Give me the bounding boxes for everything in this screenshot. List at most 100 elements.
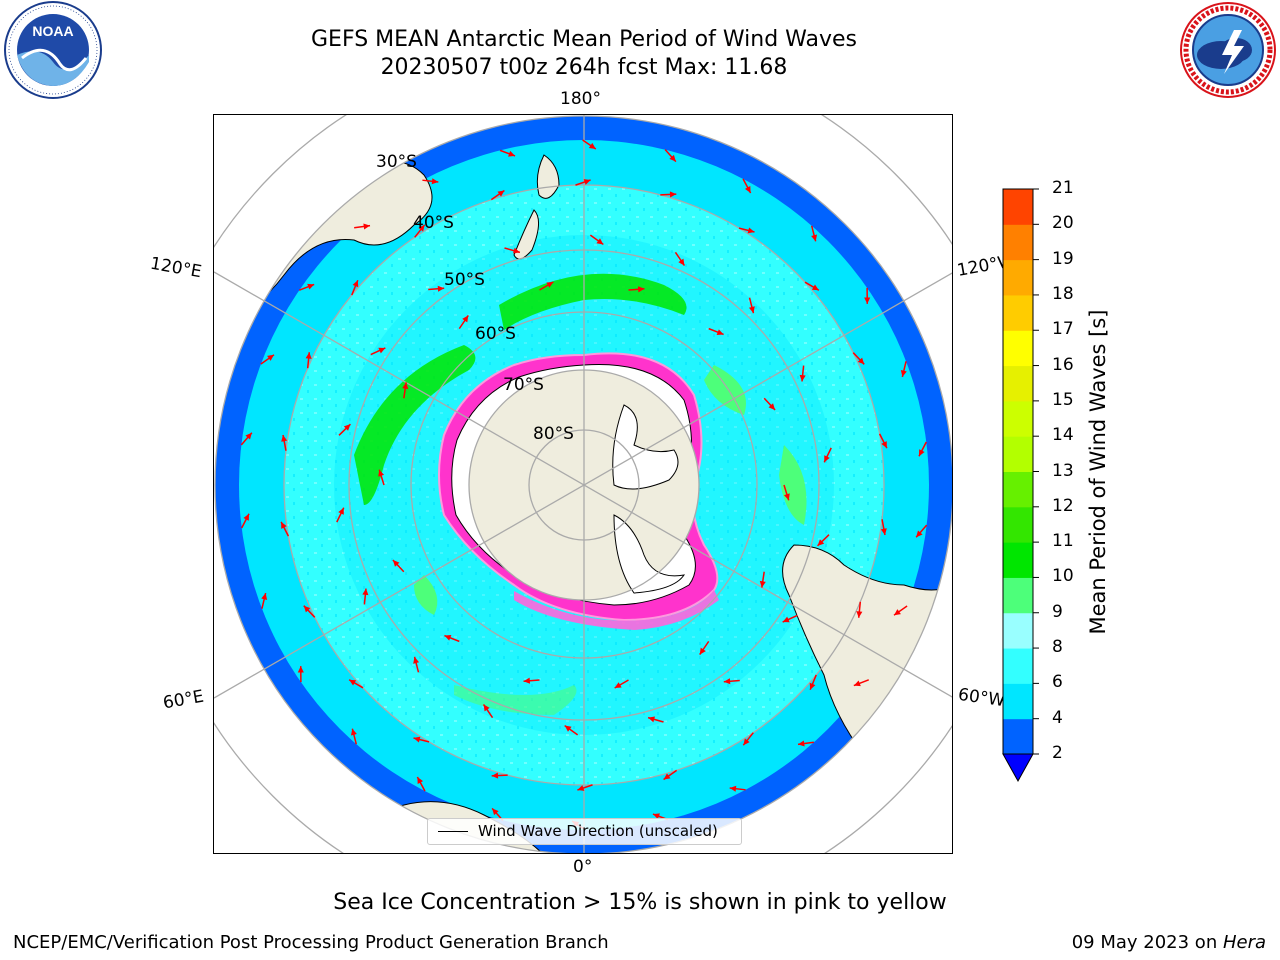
wind-arrow-head — [747, 227, 755, 234]
wind-arrow-head — [748, 306, 755, 314]
legend-label: Wind Wave Direction (unscaled) — [478, 822, 718, 840]
wind-arrow-head — [669, 154, 676, 162]
colorbar-bin — [1003, 612, 1033, 649]
colorbar-tick-label: 15 — [1052, 389, 1074, 410]
wind-arrow-head — [267, 354, 275, 361]
wind-arrow-head — [663, 773, 671, 780]
lon-label-180: 180° — [560, 89, 601, 109]
colorbar-tick-label: 10 — [1052, 566, 1074, 587]
colorbar-bin — [1003, 718, 1033, 755]
graticule — [214, 115, 952, 853]
lon-label-60e: 60°E — [161, 686, 206, 714]
wind-arrow-head — [491, 772, 499, 779]
wind-arrow-head — [652, 813, 660, 820]
colorbar-tick-label: 2 — [1052, 743, 1063, 763]
colorbar-tick-label: 8 — [1052, 637, 1063, 658]
wind-arrow-head — [811, 284, 819, 291]
wind-arrow-head — [305, 352, 312, 359]
wind-arrow-head — [245, 432, 252, 440]
wind-arrow-head — [864, 297, 871, 304]
polar-map-canvas — [214, 115, 952, 853]
footer-date-text: 09 May 2023 on — [1071, 932, 1223, 953]
colorbar-tick-label: 18 — [1052, 283, 1074, 304]
wind-arrow-head — [297, 666, 304, 673]
wind-arrow-head — [782, 616, 790, 623]
wind-arrow-head — [281, 521, 287, 529]
wind-arrow-head — [418, 224, 425, 232]
wind-arrow-head — [916, 530, 923, 538]
wind-arrow-head — [523, 677, 531, 684]
wind-arrow-head — [483, 704, 490, 712]
wind-arrow-head — [564, 725, 572, 732]
wind-arrow-head — [881, 441, 887, 449]
wind-arrow-head — [744, 185, 751, 193]
colorbar — [1002, 188, 1039, 783]
wind-arrow-head — [413, 736, 421, 743]
wind-arrow-head — [856, 611, 863, 618]
footer-branch: NCEP/EMC/Verification Post Processing Pr… — [13, 932, 609, 953]
colorbar-tick-label: 11 — [1052, 531, 1074, 552]
polar-map — [213, 114, 953, 854]
wind-arrow-head — [362, 588, 369, 596]
colorbar-bin — [1003, 648, 1033, 684]
chart-title: GEFS MEAN Antarctic Mean Period of Wind … — [311, 27, 857, 52]
wind-arrow-head — [513, 247, 520, 254]
lon-label-120e: 120°E — [148, 253, 204, 283]
wind-arrow-head — [797, 740, 805, 747]
colorbar-bin — [1003, 330, 1033, 367]
wind-arrow-head — [303, 605, 311, 613]
wind-arrow-head — [492, 808, 499, 816]
wind-arrow-head — [349, 679, 357, 686]
wind-arrow-head — [716, 329, 724, 336]
lat-label-50s: 50°S — [444, 270, 485, 290]
colorbar-bin — [1003, 577, 1033, 614]
colorbar-tick-label: 20 — [1052, 213, 1074, 234]
wind-arrow-head — [918, 449, 925, 457]
wind-arrow-head — [444, 634, 452, 641]
wind-arrow-head — [392, 560, 400, 567]
wind-arrow-head — [261, 593, 268, 600]
lat-label-70s: 70°S — [503, 375, 544, 395]
wind-arrow-head — [588, 142, 596, 149]
colorbar-tick-label: 14 — [1052, 425, 1074, 446]
wind-arrow-head — [669, 191, 677, 198]
svg-text:NOAA: NOAA — [32, 23, 73, 39]
footer-date: 09 May 2023 on Hera — [1072, 932, 1266, 953]
wind-arrow-head — [583, 179, 591, 185]
wind-arrow-head — [352, 280, 359, 288]
wind-arrow-head — [799, 374, 806, 382]
wind-arrow-head — [614, 682, 622, 688]
wind-arrow-head — [307, 283, 315, 290]
wind-arrow-head — [817, 539, 825, 546]
wind-arrow-head — [853, 680, 861, 687]
colorbar-tick-label: 4 — [1052, 707, 1063, 728]
chart-subtitle: 20230507 t00z 264h fcst Max: 11.68 — [380, 55, 788, 80]
lon-label-60w: 60°W — [956, 684, 1007, 712]
colorbar-tick-label: 17 — [1052, 319, 1074, 340]
wind-arrow-head — [243, 513, 250, 521]
wind-arrow-head — [743, 738, 750, 746]
wind-arrow-head — [893, 609, 901, 616]
wind-arrow-head — [546, 282, 554, 288]
colorbar-bin — [1003, 224, 1033, 261]
wind-arrow-head — [437, 285, 445, 292]
wind-arrow-head — [402, 382, 409, 390]
colorbar-tick-label: 12 — [1052, 495, 1074, 516]
wind-arrow-head — [768, 403, 776, 410]
colorbar-bin — [1003, 365, 1033, 402]
colorbar-bin — [1003, 294, 1033, 331]
colorbar-tick-label: 16 — [1052, 354, 1074, 375]
colorbar-bin — [1003, 506, 1033, 543]
wind-arrow-head — [363, 223, 371, 230]
wind-arrow-head — [699, 647, 706, 655]
wind-arrow-head — [497, 190, 505, 197]
colorbar-bin — [1003, 189, 1033, 225]
colorbar-tick-label: 13 — [1052, 460, 1074, 481]
wind-arrow-head — [678, 258, 685, 266]
wind-arrow-head — [338, 507, 344, 515]
wind-arrow-head — [281, 435, 288, 442]
wind-arrow-head — [378, 347, 386, 354]
wind-arrow-head — [900, 370, 907, 377]
colorbar-bin — [1003, 259, 1033, 296]
colorbar-axis-label: Mean Period of Wind Waves [s] — [1086, 309, 1110, 635]
